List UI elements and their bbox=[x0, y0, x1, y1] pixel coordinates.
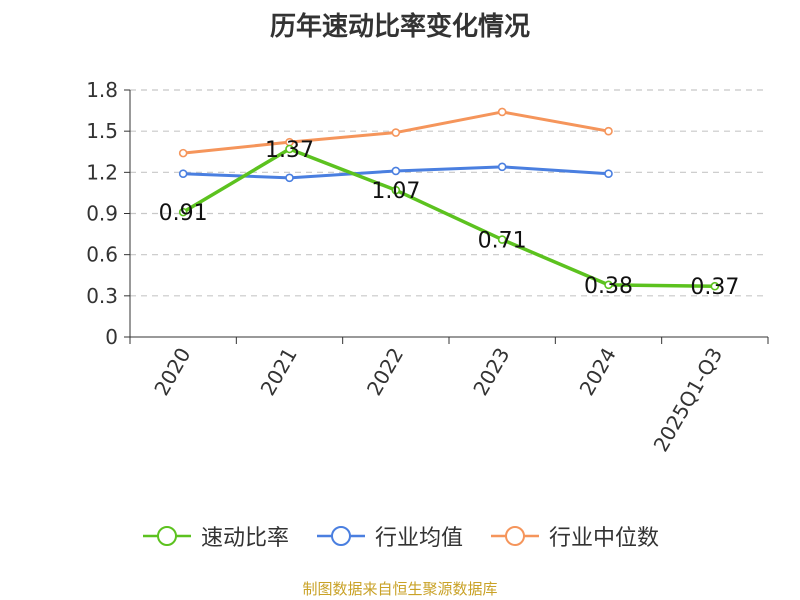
y-tick-label: 0 bbox=[105, 325, 118, 349]
data-point-1 bbox=[178, 169, 188, 179]
x-tick-label: 2020 bbox=[149, 344, 195, 400]
y-tick-label: 0.9 bbox=[86, 202, 118, 226]
data-label: 0.91 bbox=[159, 201, 208, 226]
series-layer bbox=[178, 107, 720, 291]
axis-layer: 0 0.3 0.6 0.9 1.2 1.5 1.8 2020 2021 2022 2023 2024 2… bbox=[86, 78, 769, 456]
legend-label-industry-median: 行业中位数 bbox=[549, 526, 660, 551]
data-point-0 bbox=[710, 281, 720, 291]
legend-swatch-industry-median bbox=[491, 526, 539, 546]
legend-label-industry-mean: 行业均值 bbox=[374, 526, 463, 551]
data-point-1 bbox=[285, 173, 294, 183]
data-point-1 bbox=[391, 166, 401, 176]
legend-item-industry-mean[interactable]: 行业均值 bbox=[315, 520, 463, 552]
data-point-0 bbox=[391, 185, 401, 195]
data-label: 0.37 bbox=[690, 275, 739, 300]
legend-circle-quick-ratio bbox=[156, 526, 177, 546]
legend-item-quick-ratio[interactable]: 速动比率 bbox=[141, 520, 289, 552]
legend-item-industry-median[interactable]: 行业中位数 bbox=[489, 520, 659, 552]
data-label: 0.38 bbox=[584, 274, 633, 299]
x-tick-label: 2024 bbox=[575, 344, 621, 400]
data-label: 1.37 bbox=[265, 138, 314, 163]
x-tick-label: 2021 bbox=[256, 344, 302, 400]
data-point-0 bbox=[604, 280, 613, 290]
x-tick-label: 2025Q1-Q3 bbox=[648, 344, 727, 456]
data-label: 0.71 bbox=[478, 229, 527, 254]
data-point-0 bbox=[285, 144, 294, 154]
legend-circle-industry-median bbox=[505, 526, 525, 546]
source-note: 制图数据来自恒生聚源数据库 bbox=[302, 580, 498, 598]
y-tick-label: 1.5 bbox=[86, 119, 118, 143]
data-point-2 bbox=[391, 128, 401, 137]
data-point-2 bbox=[604, 126, 613, 136]
data-point-1 bbox=[604, 169, 613, 179]
legend-swatch-quick-ratio bbox=[142, 526, 191, 546]
x-tick-label: 2022 bbox=[362, 344, 408, 400]
y-tick-label: 0.6 bbox=[86, 243, 118, 267]
series-line-0 bbox=[182, 147, 715, 288]
chart-title: 历年速动比率变化情况 bbox=[269, 12, 530, 42]
y-tick-label: 1.8 bbox=[86, 78, 118, 102]
data-point-1 bbox=[497, 162, 507, 172]
legend-circle-industry-mean bbox=[330, 526, 351, 546]
data-label: 1.07 bbox=[371, 179, 420, 204]
data-point-2 bbox=[497, 107, 507, 117]
data-point-0 bbox=[497, 235, 507, 244]
y-tick-label: 1.2 bbox=[86, 160, 118, 184]
label-layer: 0.91 1.37 1.07 0.71 0.38 0.37 bbox=[159, 138, 740, 300]
y-tick-label: 0.3 bbox=[86, 284, 118, 308]
legend: 速动比率 行业均值 行业中位数 bbox=[0, 520, 800, 552]
x-tick-label: 2023 bbox=[468, 343, 514, 399]
data-point-0 bbox=[178, 207, 188, 217]
data-point-2 bbox=[178, 148, 188, 158]
legend-label-quick-ratio: 速动比率 bbox=[200, 526, 289, 551]
legend-swatch-industry-mean bbox=[316, 526, 365, 546]
